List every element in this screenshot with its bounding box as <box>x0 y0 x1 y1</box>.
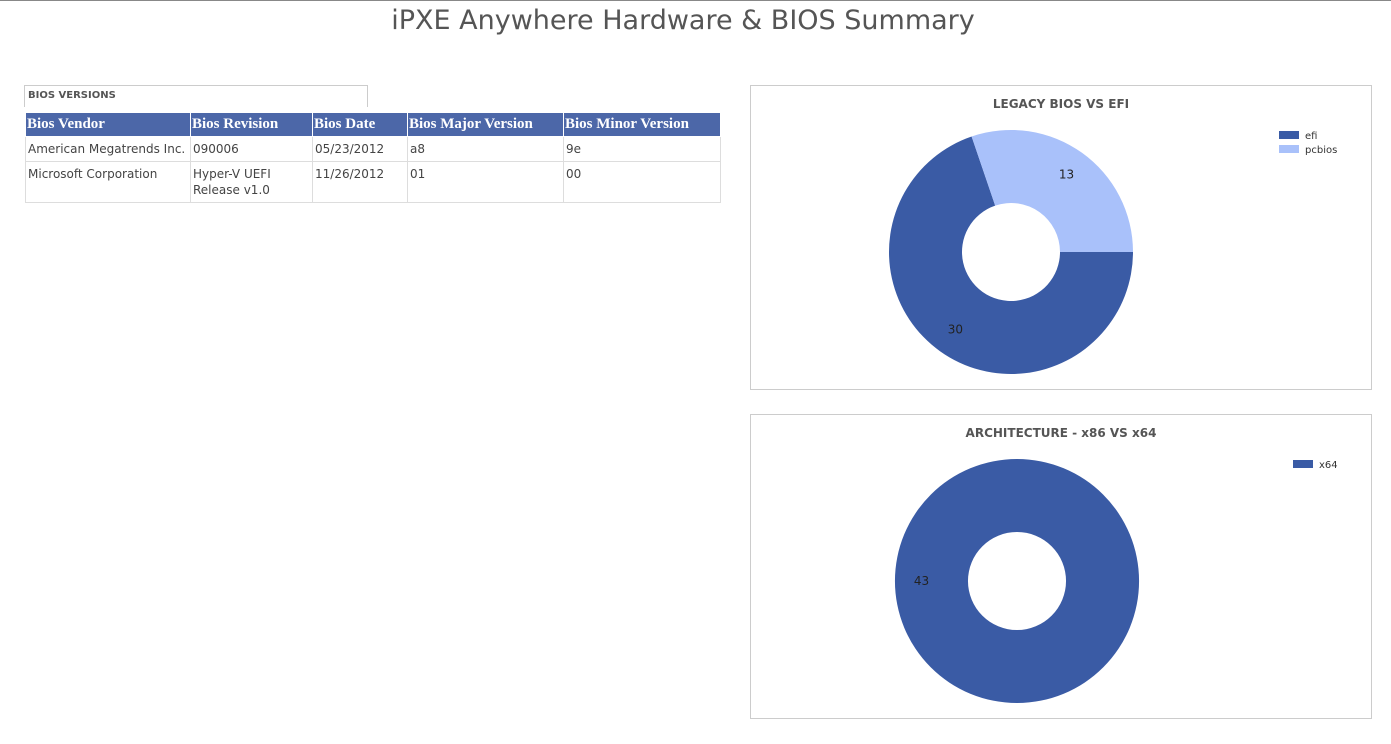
table-cell: 01 <box>407 161 564 203</box>
donut-slice <box>889 136 1133 374</box>
value-label: 43 <box>914 574 929 588</box>
page-title: iPXE Anywhere Hardware & BIOS Summary <box>391 5 975 36</box>
legend-label: efi <box>1305 131 1317 142</box>
header-cell: Bios Revision <box>190 113 313 137</box>
table-cell: a8 <box>407 136 564 162</box>
header-cell: Bios Major Version <box>407 113 564 137</box>
chart: LEGACY BIOS VS EFI 30 13 efi pcbios <box>889 97 1337 374</box>
chart: ARCHITECTURE - x86 VS x64 43 x64 <box>894 426 1338 703</box>
table-body: American Megatrends Inc. 090006 05/23/2012… <box>25 136 721 203</box>
chart-panel: LEGACY BIOS VS EFI 30 13 efi pcbios <box>750 85 1372 390</box>
chart-title: ARCHITECTURE - x86 VS x64 <box>966 426 1157 440</box>
legend-label: x64 <box>1319 460 1338 471</box>
table-cell: 00 <box>563 161 721 203</box>
table-cell: 05/23/2012 <box>312 136 408 162</box>
header-cell: Bios Minor Version <box>563 113 721 137</box>
legend-swatch <box>1293 460 1313 468</box>
chart-title: LEGACY BIOS VS EFI <box>993 97 1129 111</box>
header-cell: Bios Vendor <box>25 113 191 137</box>
header-row: Bios Vendor Bios Revision Bios Date Bios Ma… <box>25 113 721 137</box>
table-title: BIOS VERSIONS <box>24 85 368 107</box>
legend-swatch <box>1279 145 1299 153</box>
header-cell: Bios Date <box>312 113 408 137</box>
chart-panel: ARCHITECTURE - x86 VS x64 43 x64 <box>750 414 1372 719</box>
legend-label: pcbios <box>1305 145 1337 156</box>
value-label: 30 <box>948 323 963 337</box>
legend-swatch <box>1279 131 1299 139</box>
table-cell: American Megatrends Inc. <box>25 136 191 162</box>
table-row: American Megatrends Inc. 090006 05/23/2012… <box>25 136 721 162</box>
table-row: Microsoft Corporation Hyper-V UEFI Releas… <box>25 161 721 203</box>
table-cell: 090006 <box>190 136 313 162</box>
value-label: 13 <box>1059 167 1074 181</box>
table-cell: Microsoft Corporation <box>25 161 191 203</box>
bios-table: Bios Vendor Bios Revision Bios Date Bios Ma… <box>25 113 721 203</box>
table-cell: 9e <box>563 136 721 162</box>
donut-slice <box>894 459 1140 703</box>
table-cell: Hyper-V UEFI Release v1.0 <box>190 161 313 203</box>
table-cell: 11/26/2012 <box>312 161 408 203</box>
donut-slice <box>971 130 1133 252</box>
